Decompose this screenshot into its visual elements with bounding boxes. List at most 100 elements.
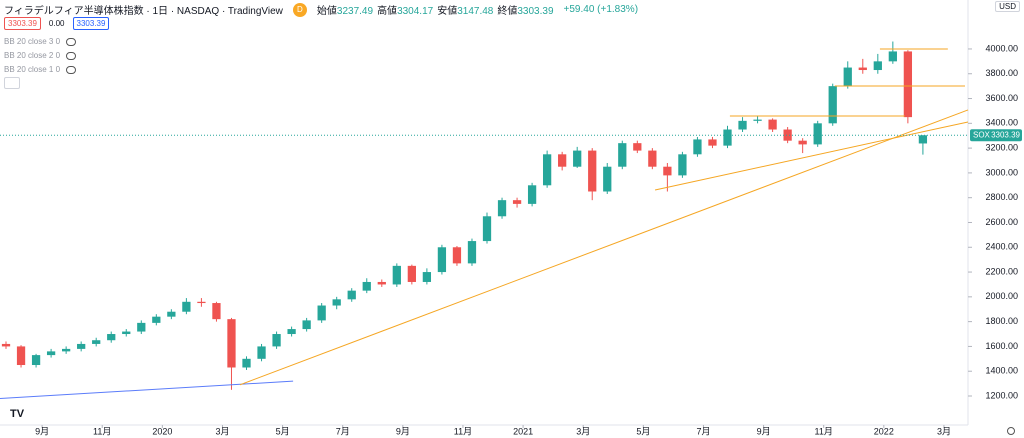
y-tick-label: 2400.00 [985,242,1018,252]
x-tick-label: 2022 [874,426,894,436]
y-tick-label: 3600.00 [985,93,1018,103]
candle-body [678,154,687,176]
candle-body [527,185,537,204]
y-tick-label: 3200.00 [985,142,1018,152]
trend-line [654,121,969,191]
candle-body [708,139,717,146]
x-tick-label: 11月 [454,426,472,436]
candle-body [482,216,492,242]
candle-body [512,200,522,204]
candle-body [573,150,582,167]
candle-body [317,305,326,321]
candle-body [828,86,837,124]
x-tick-label: 11月 [815,426,833,436]
candle-body [122,331,131,335]
x-tick-label: 3月 [215,426,229,436]
candle-body [452,247,462,264]
candle-body [588,150,597,192]
indicator[interactable]: BB 20 close 3 0 [4,35,76,49]
candle-body [287,329,296,335]
y-tick-label: 1200.00 [985,390,1018,400]
symbol-tag [970,129,1022,142]
change: +59.40 (+1.83%) [563,4,639,15]
candle-body [107,334,116,341]
candle-body [618,143,627,167]
ohlc: 始値3237.49 高値3304.17 安値3147.48 終値3303.39 [317,2,558,17]
candle-body [16,346,26,366]
candle-body [392,265,401,285]
candle-body [272,334,281,347]
y-tick-label: 2200.00 [985,266,1018,276]
candle-body [603,166,612,192]
candle-body [768,119,777,130]
x-tick-label: 9月 [35,426,49,436]
x-tick-label: 5月 [636,426,650,436]
candle-body [888,51,897,62]
buy-price[interactable]: 3303.39 [72,17,110,30]
candle-body [648,150,657,167]
x-tick-label: 7月 [696,426,710,436]
candle-body [693,139,702,155]
x-tick-label: 9月 [757,426,771,436]
candle-body [663,166,672,176]
header: フィラデルフィア半導体株指数 · 1日 · NASDAQ · TradingVi… [4,2,642,17]
ohlc-value: 3147.48 [457,6,494,17]
candle-body [242,358,251,368]
settings-icon[interactable] [1007,427,1015,435]
candle-body [467,241,477,264]
x-tick-label: 11月 [93,426,111,436]
y-tick-label: 3000.00 [985,167,1018,177]
ohlc-label: 始値 [316,6,337,17]
candle-body [813,123,822,145]
candle-body [437,247,447,273]
candle-body [783,129,792,141]
sell-price[interactable]: 3303.39 [4,17,41,30]
interval-badge: D [292,2,307,17]
last-price-label: 3303.39 [991,130,1020,139]
symbol-label: SOX [973,130,991,139]
x-tick-label: 3月 [937,426,951,436]
y-tick-label: 3400.00 [985,118,1018,128]
ohlc-value: 3237.49 [336,6,374,17]
candle-body [542,154,552,186]
candle-body [31,355,41,366]
currency[interactable]: USD [995,1,1020,12]
trend-line [0,380,294,399]
candle-body [182,301,191,312]
candle-body [92,340,101,344]
y-tick-label: 1400.00 [985,366,1018,376]
candle-body [77,343,86,349]
candle-body [422,272,432,282]
candle-body [227,319,236,368]
candle-body [633,143,642,151]
indicator[interactable]: BB 20 close 2 0 [4,49,76,63]
candle-body [46,351,56,356]
candle-body [197,301,206,304]
symbol-title[interactable]: フィラデルフィア半導体株指数 · 1日 · NASDAQ · TradingVi… [4,6,283,17]
candle-body [843,67,852,87]
candle-body [332,299,341,306]
trend-line [239,109,969,386]
indicator[interactable]: BB 20 close 1 0 [4,63,76,77]
candle-body [558,154,567,167]
spread: 0.00 [48,19,65,28]
candle-body [858,67,867,71]
candle-body [918,135,928,144]
x-tick-label: 3月 [576,426,590,436]
x-tick-label: 5月 [276,426,290,436]
candle-body [212,303,221,320]
ohlc-value: 3304.17 [397,6,434,17]
y-tick-label: 1600.00 [985,341,1018,351]
candle-body [302,320,311,330]
ohlc-label: 安値 [437,6,458,17]
candle-body [62,348,71,352]
x-tick-label: 2021 [513,426,533,436]
y-tick-label: 2000.00 [985,291,1018,301]
collapse-button[interactable] [4,77,20,89]
tv-logo: TV [10,408,25,420]
candle-body [167,311,176,317]
candle-body [152,316,161,323]
candle-body [798,140,807,145]
